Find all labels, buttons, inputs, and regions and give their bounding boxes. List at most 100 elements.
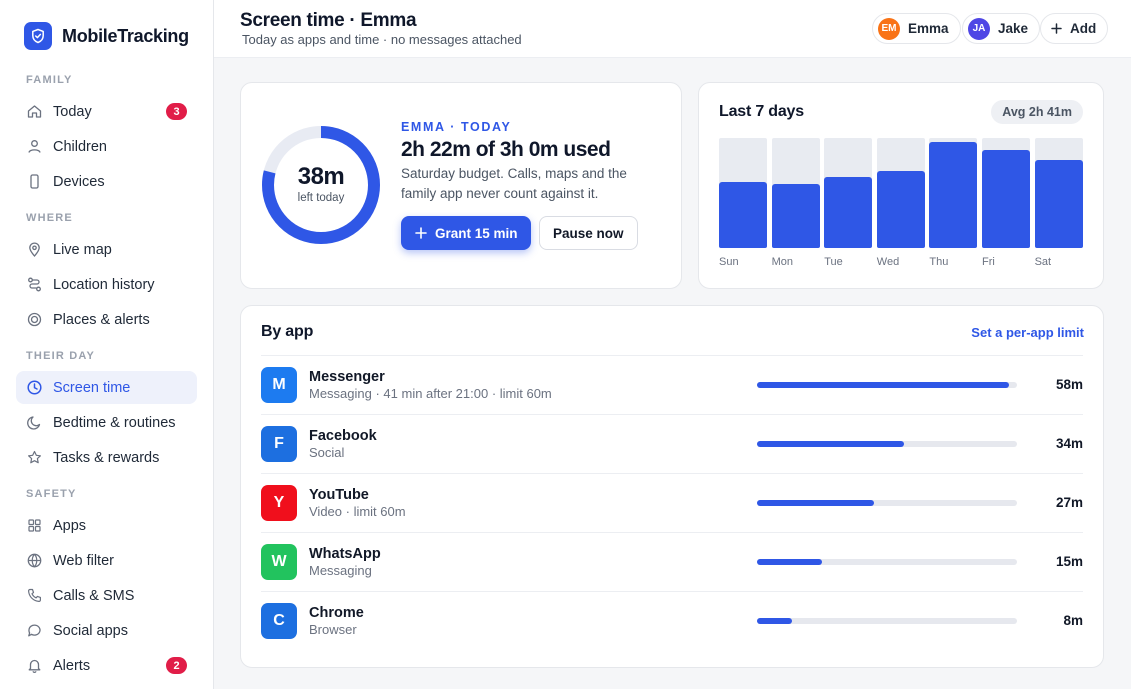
sidebar-item-apps[interactable]: Apps [16, 509, 197, 542]
bar-track-sat [1034, 138, 1083, 248]
bar-track-mon [771, 138, 820, 248]
bar-track-wed [876, 138, 925, 248]
globe-icon [26, 552, 43, 569]
usage-bar [757, 618, 793, 624]
today-eyebrow: EMMA · TODAY [401, 120, 512, 134]
sidebar-item-label: Social apps [53, 622, 128, 639]
week-bar-chart: Sun Mon Tue Wed Thu Fri Sat [719, 138, 1083, 268]
notification-badge: 3 [166, 103, 187, 120]
sidebar-item-label: Apps [53, 517, 87, 534]
sidebar-item-label: Alerts [53, 657, 91, 674]
bar-thu [929, 142, 978, 248]
phone-icon [26, 173, 43, 190]
user-icon [26, 138, 43, 155]
usage-bar [757, 500, 874, 506]
usage-bar [757, 382, 1010, 388]
by-app-card: By app Set a per-app limit M Messenger M… [240, 305, 1104, 668]
time-left-caption: left today [297, 192, 345, 204]
grant-time-button[interactable]: Grant 15 min [401, 216, 531, 250]
app-row-youtube[interactable]: Y YouTube Video · limit 60m 27m [261, 473, 1083, 532]
app-minutes: 58m [1055, 377, 1083, 392]
sidebar-item-label: Live map [53, 241, 112, 258]
usage-track [757, 441, 1017, 447]
pause-now-button[interactable]: Pause now [539, 216, 638, 250]
app-meta: Social [309, 445, 345, 460]
brand-name: MobileTracking [62, 25, 189, 46]
sidebar-item-social-apps[interactable]: Social apps [16, 614, 197, 647]
sidebar-item-screen-time[interactable]: Screen time [16, 371, 197, 404]
week-card: Last 7 days Avg 2h 41m Sun Mon Tue Wed T… [698, 82, 1104, 289]
week-title: Last 7 days [719, 103, 804, 120]
bar-sun [719, 182, 767, 248]
bar-track-thu [929, 138, 978, 248]
app-minutes: 8m [1063, 613, 1083, 628]
app-row-messenger[interactable]: M Messenger Messaging · 41 min after 21:… [261, 355, 1083, 414]
ring-center: 38m left today [259, 163, 383, 204]
sidebar-item-tasks-and-rewards[interactable]: Tasks & rewards [16, 441, 197, 474]
grid-icon [26, 517, 43, 534]
bar-label: Fri [982, 256, 995, 268]
sidebar-item-calls-and-sms[interactable]: Calls & SMS [16, 579, 197, 612]
brand[interactable]: MobileTracking [16, 20, 197, 52]
notification-badge: 2 [166, 657, 187, 674]
profile-chip-emma[interactable]: EM Emma [872, 13, 961, 44]
topbar: Screen time · Emma Today as apps and tim… [214, 0, 1131, 58]
map-pin-icon [26, 241, 43, 258]
sidebar: MobileTracking FAMILY Today 3 Children D… [0, 0, 214, 689]
bar-wed [876, 171, 925, 248]
bar-label: Wed [876, 256, 900, 268]
bar-track-fri [982, 138, 1030, 248]
bar-track-sun [719, 138, 767, 248]
bar-tue [824, 176, 873, 248]
app-meta: Video · limit 60m [309, 504, 406, 519]
sidebar-nav: FAMILY Today 3 Children Devices WHERE Li… [16, 72, 197, 682]
per-app-limit-link[interactable]: Set a per-app limit [971, 325, 1084, 340]
sidebar-item-location-history[interactable]: Location history [16, 268, 197, 301]
sidebar-item-label: Screen time [53, 379, 131, 396]
page-title: Screen time · Emma [240, 10, 417, 31]
sidebar-item-children[interactable]: Children [16, 130, 197, 163]
sidebar-item-label: Children [53, 138, 107, 155]
section-label: SAFETY [26, 488, 77, 500]
avatar: JA [968, 17, 990, 40]
sidebar-item-label: Places & alerts [53, 311, 150, 328]
bar-track-tue [824, 138, 873, 248]
sidebar-item-places-and-alerts[interactable]: Places & alerts [16, 303, 197, 336]
profile-name: Jake [998, 21, 1029, 36]
sidebar-item-bedtime-and-routines[interactable]: Bedtime & routines [16, 406, 197, 439]
sidebar-item-label: Devices [53, 173, 105, 190]
usage-track [757, 559, 1017, 565]
sidebar-item-label: Bedtime & routines [53, 414, 176, 431]
app-meta: Messaging [309, 563, 372, 578]
app-name: Facebook [309, 428, 377, 444]
by-app-title: By app [261, 323, 314, 340]
usage-bar [757, 441, 904, 447]
sidebar-item-alerts[interactable]: Alerts 2 [16, 649, 197, 682]
bar-mon [771, 184, 820, 248]
profile-chip-jake[interactable]: JA Jake [962, 13, 1041, 44]
usage-track [757, 618, 1017, 624]
main-content: Screen time · Emma Today as apps and tim… [214, 0, 1131, 689]
time-left: 38m [297, 163, 345, 190]
sidebar-item-web-filter[interactable]: Web filter [16, 544, 197, 577]
page-subtitle: Today as apps and time · no messages att… [242, 32, 522, 47]
sidebar-item-devices[interactable]: Devices [16, 165, 197, 198]
sidebar-item-today[interactable]: Today 3 [16, 95, 197, 128]
app-row-facebook[interactable]: F Facebook Social 34m [261, 414, 1083, 473]
section-label: THEIR DAY [26, 350, 96, 362]
app-meta: Browser [309, 622, 357, 637]
messenger-app-icon: M [261, 367, 297, 403]
add-label: Add [1070, 21, 1097, 36]
add-profile-button[interactable]: Add [1040, 13, 1109, 44]
route-icon [26, 276, 43, 293]
phone-call-icon [26, 587, 43, 604]
sidebar-item-live-map[interactable]: Live map [16, 233, 197, 266]
app-row-whatsapp[interactable]: W WhatsApp Messaging 15m [261, 532, 1083, 591]
moon-icon [26, 414, 43, 431]
app-row-chrome[interactable]: C Chrome Browser 8m [261, 591, 1083, 650]
bar-sat [1034, 160, 1083, 248]
grant-label: Grant 15 min [435, 225, 518, 241]
facebook-app-icon: F [261, 426, 297, 462]
home-icon [26, 103, 43, 120]
ring-progress [262, 126, 380, 244]
